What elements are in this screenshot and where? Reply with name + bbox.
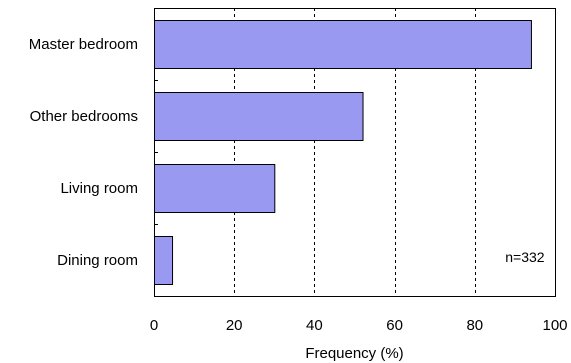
category-label-living-room: Living room <box>60 180 138 197</box>
sample-size-annotation: n=332 <box>505 249 545 265</box>
x-tick-label-100: 100 <box>542 317 567 334</box>
category-labels: Master bedroom Other bedrooms Living room D… <box>29 36 138 269</box>
bar-living-room <box>154 164 276 213</box>
bar-other-bedrooms <box>154 92 364 141</box>
bar-master-bedroom <box>154 20 532 69</box>
x-tick-label-40: 40 <box>306 317 323 334</box>
bars <box>154 20 532 285</box>
x-axis-title: Frequency (%) <box>305 345 403 362</box>
category-label-other-bedrooms: Other bedrooms <box>30 108 138 125</box>
y-axis-ticks <box>154 80 158 225</box>
x-tick-label-20: 20 <box>226 317 243 334</box>
category-label-dining-room: Dining room <box>57 252 138 269</box>
x-axis-tick-labels: 0 20 40 60 80 100 <box>150 317 568 334</box>
bar-dining-room <box>154 236 174 285</box>
x-tick-label-0: 0 <box>150 317 158 334</box>
x-tick-label-80: 80 <box>466 317 483 334</box>
category-label-master-bedroom: Master bedroom <box>29 36 138 53</box>
x-tick-label-60: 60 <box>386 317 403 334</box>
